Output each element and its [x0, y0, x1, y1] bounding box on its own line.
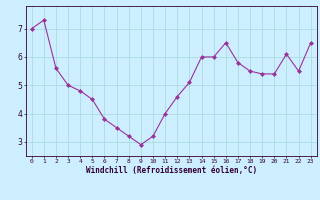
X-axis label: Windchill (Refroidissement éolien,°C): Windchill (Refroidissement éolien,°C)	[86, 166, 257, 175]
